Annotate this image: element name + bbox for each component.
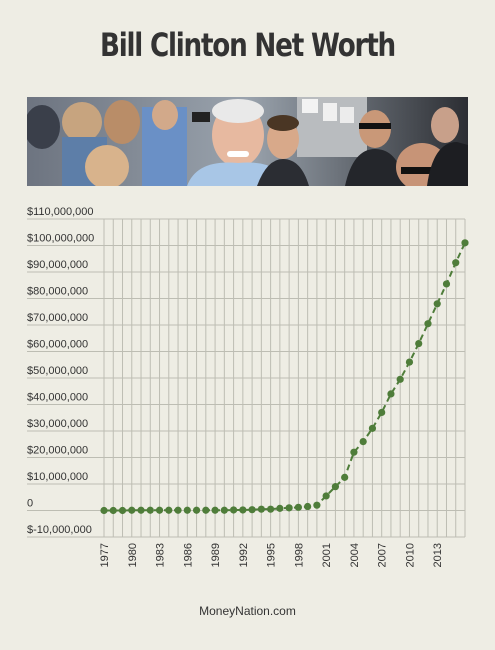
data-point — [378, 408, 386, 417]
data-point — [433, 300, 441, 308]
x-tick-label: 2001 — [321, 543, 333, 567]
x-tick-label: 1995 — [266, 543, 278, 567]
y-tick-label: $10,000,000 — [27, 471, 88, 483]
data-point — [442, 280, 451, 288]
data-point — [118, 506, 127, 515]
data-point — [146, 506, 154, 514]
data-point — [174, 506, 182, 514]
data-point — [350, 448, 358, 456]
x-tick-label: 1983 — [155, 543, 167, 567]
x-tick-label: 2010 — [404, 543, 416, 567]
data-point — [276, 504, 284, 512]
y-tick-label: $100,000,000 — [27, 233, 94, 245]
y-tick-label: $30,000,000 — [27, 418, 88, 430]
data-point — [229, 506, 238, 514]
data-point — [257, 505, 265, 513]
data-point — [267, 505, 275, 513]
data-point — [322, 492, 330, 500]
data-point — [100, 506, 108, 515]
data-point — [294, 503, 302, 511]
data-point — [155, 506, 164, 514]
data-point — [424, 320, 432, 328]
data-point — [452, 259, 460, 267]
crowd-photo-illustration — [27, 97, 468, 186]
y-tick-label: $40,000,000 — [27, 392, 88, 404]
data-point — [461, 239, 469, 247]
y-tick-label: $110,000,000 — [27, 206, 93, 218]
y-tick-label: $-10,000,000 — [27, 524, 92, 536]
data-point — [405, 358, 414, 366]
data-point — [137, 506, 145, 514]
header-photo — [27, 97, 468, 186]
data-point — [248, 506, 256, 514]
net-worth-chart: $-10,000,000 0 $10,000,000 $20,000,000 $30,0… — [0, 205, 495, 590]
data-point — [192, 506, 201, 514]
y-tick-label: $60,000,000 — [27, 339, 88, 351]
data-point — [183, 506, 191, 514]
y-tick-label: $50,000,000 — [27, 365, 88, 377]
x-tick-label: 1980 — [127, 543, 139, 567]
y-tick-label: 0 — [27, 498, 33, 510]
data-point — [304, 502, 312, 511]
y-tick-label: $70,000,000 — [27, 312, 88, 324]
data-point — [211, 506, 219, 514]
source-footer: MoneyNation.com — [199, 604, 296, 618]
page-title: Bill Clinton Net Worth — [99, 26, 396, 64]
data-point — [165, 506, 173, 514]
data-point — [396, 375, 404, 383]
data-point — [387, 390, 395, 398]
x-tick-label: 2013 — [432, 543, 444, 567]
data-point — [368, 424, 377, 432]
x-tick-label: 1989 — [210, 543, 222, 567]
data-point — [220, 506, 228, 514]
x-tick-label: 1992 — [238, 543, 250, 567]
y-tick-label: $90,000,000 — [27, 259, 88, 271]
x-tick-label: 1977 — [99, 543, 111, 567]
x-tick-label: 1998 — [293, 543, 305, 567]
data-point — [202, 506, 210, 514]
data-point — [341, 473, 349, 481]
data-point — [331, 483, 340, 491]
x-tick-label: 1986 — [182, 543, 194, 567]
series-line — [104, 242, 466, 512]
data-point — [285, 504, 293, 512]
y-tick-label: $80,000,000 — [27, 286, 88, 298]
x-tick-label: 2004 — [349, 543, 361, 567]
data-point — [128, 506, 136, 514]
x-tick-label: 2007 — [377, 543, 389, 567]
grid-layer — [27, 218, 466, 538]
data-point — [239, 506, 247, 514]
line-chart: $-10,000,000 0 $10,000,000 $20,000,000 $30,0… — [27, 206, 469, 567]
y-tick-label: $20,000,000 — [27, 445, 88, 457]
data-point — [415, 339, 423, 348]
series-layer — [100, 239, 469, 515]
data-point — [359, 438, 367, 446]
data-point — [313, 501, 321, 509]
x-axis-ticks: 1977 1980 1983 1986 1989 1992 1995 1998 2001 2004… — [99, 543, 444, 567]
data-point — [109, 506, 117, 515]
y-axis-ticks: $-10,000,000 0 $10,000,000 $20,000,000 $30,0… — [27, 206, 94, 536]
